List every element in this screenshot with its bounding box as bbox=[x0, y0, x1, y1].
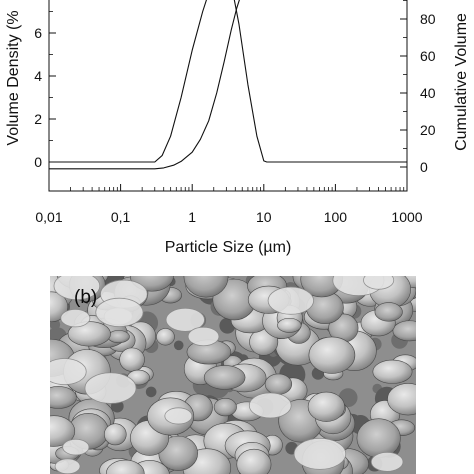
y-axis-right-label: Cumulative Volume bbox=[453, 13, 470, 151]
sem-particle bbox=[187, 326, 220, 347]
sem-particle bbox=[374, 302, 403, 322]
y-left-tick-label: 4 bbox=[34, 68, 42, 84]
series-line-2 bbox=[49, 0, 240, 170]
sem-particle bbox=[53, 276, 101, 301]
x-axis-label: Particle Size (µm) bbox=[165, 239, 292, 256]
sem-particle bbox=[387, 383, 416, 416]
sem-particle bbox=[213, 398, 237, 417]
sem-particle bbox=[236, 448, 272, 474]
sem-particle bbox=[50, 415, 76, 447]
series-layer bbox=[49, 0, 407, 170]
y-right-tick-label: 40 bbox=[420, 85, 436, 101]
sem-particle bbox=[50, 358, 87, 386]
sem-particle bbox=[165, 307, 205, 332]
sem-particle bbox=[203, 365, 246, 390]
y-axis-right: 0 20 40 60 80 bbox=[400, 0, 436, 175]
sem-particle bbox=[264, 373, 293, 395]
sem-particle bbox=[277, 317, 302, 333]
sem-particle bbox=[60, 308, 91, 328]
sem-particle bbox=[392, 320, 416, 342]
x-axis: 0,01 0,1 1 10 100 1000 bbox=[35, 184, 423, 225]
sem-particle bbox=[107, 330, 130, 344]
y-right-tick-label: 60 bbox=[420, 48, 436, 64]
sem-particle bbox=[156, 328, 175, 346]
chart-panel-a: 0,01 0,1 1 10 100 1000 0 2 4 6 0 20 40 60 80 Particl… bbox=[5, 0, 470, 256]
sem-particle bbox=[50, 386, 77, 409]
y-right-tick-label: 0 bbox=[420, 159, 428, 175]
sem-particle bbox=[293, 437, 347, 470]
sem-micrograph bbox=[50, 276, 416, 474]
sem-particle bbox=[54, 458, 81, 474]
sem-particle bbox=[307, 391, 345, 422]
sem-particle bbox=[183, 276, 229, 298]
sem-particle bbox=[370, 451, 404, 472]
sem-particle bbox=[308, 336, 356, 374]
sem-particle bbox=[104, 423, 127, 446]
sem-particle bbox=[356, 418, 401, 458]
y-left-tick-label: 0 bbox=[34, 154, 42, 170]
y-right-tick-label: 80 bbox=[420, 11, 436, 27]
x-tick-label: 1 bbox=[188, 209, 196, 225]
sem-particle bbox=[62, 438, 90, 456]
sem-particle bbox=[95, 297, 144, 328]
sem-particle bbox=[164, 407, 193, 425]
sem-particle bbox=[84, 372, 137, 404]
y-right-tick-label: 20 bbox=[420, 122, 436, 138]
y-left-tick-label: 2 bbox=[34, 111, 42, 127]
x-tick-label: 0,01 bbox=[35, 209, 62, 225]
y-axis-left-label: Volume Density (% bbox=[5, 10, 22, 145]
sem-particle bbox=[119, 347, 145, 372]
sem-particle bbox=[248, 392, 292, 419]
sem-particle bbox=[363, 276, 395, 290]
panel-b-label: (b) bbox=[74, 287, 98, 308]
sem-particle bbox=[372, 359, 413, 384]
y-axis-left: 0 2 4 6 bbox=[34, 11, 56, 170]
y-left-tick-label: 6 bbox=[34, 25, 42, 41]
sem-particle bbox=[267, 286, 315, 315]
x-tick-label: 100 bbox=[324, 209, 348, 225]
x-tick-label: 1000 bbox=[391, 209, 422, 225]
series-line-1 bbox=[49, 0, 407, 163]
sem-particles bbox=[50, 276, 416, 474]
x-tick-label: 10 bbox=[256, 209, 272, 225]
x-tick-label: 0,1 bbox=[111, 209, 131, 225]
